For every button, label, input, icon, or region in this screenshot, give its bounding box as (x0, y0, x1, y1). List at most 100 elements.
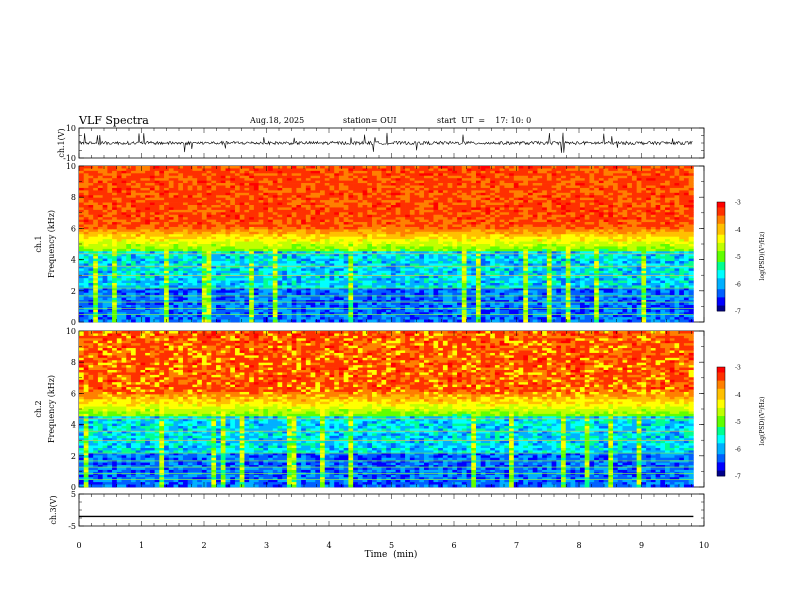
spectrogram-cell (561, 168, 567, 172)
spectrogram-cell (579, 183, 586, 186)
spectrogram-cell (390, 187, 396, 191)
spectrogram-cell (149, 175, 155, 179)
spectrogram-cell (457, 200, 463, 203)
spectrogram-cell (268, 166, 274, 169)
spectrogram-cell (561, 170, 567, 174)
spectrogram-cell (230, 173, 236, 177)
spectrogram-cell (197, 197, 203, 201)
spectrogram-cell (305, 214, 311, 218)
spectrogram-cell (669, 202, 675, 206)
spectrogram-cell (438, 212, 444, 216)
spectrogram-cell (234, 183, 241, 186)
spectrogram-cell (79, 207, 85, 211)
spectrogram-cell (268, 200, 274, 203)
spectrogram-cell (679, 244, 685, 247)
spectrogram-cell (182, 236, 189, 240)
spectrogram-cell (641, 175, 647, 179)
spectrogram-cell (613, 187, 619, 191)
spectrogram-cell (490, 214, 496, 218)
spectrogram-cell (395, 202, 401, 206)
spectrogram-cell (688, 231, 694, 235)
spectrogram-cell (102, 200, 108, 203)
spectrogram-cell (102, 244, 108, 247)
spectrogram-cell (244, 236, 250, 240)
spectrogram-cell (310, 187, 316, 191)
spectrogram-cell (343, 175, 349, 179)
spectrogram-cell (650, 175, 656, 179)
spectrogram-cell (683, 234, 689, 238)
spectrogram-cell (452, 175, 458, 179)
spectrogram-cell (665, 212, 671, 216)
spectrogram-cell (225, 248, 231, 252)
spectrogram-cell (357, 185, 363, 189)
spectrogram-cell (107, 248, 113, 252)
spectrogram-cell (490, 248, 496, 252)
spectrogram-cell (579, 202, 586, 206)
spectrogram-cell (164, 207, 170, 211)
spectrogram-cell (277, 251, 283, 255)
spectrogram-cell (102, 202, 108, 206)
spectrogram-cell (490, 239, 496, 242)
spectrogram-cell (116, 214, 122, 218)
spectrogram-cell (272, 200, 278, 203)
spectrogram-cell (83, 200, 89, 203)
spectrogram-cell (405, 212, 411, 216)
spectrogram-cell (324, 214, 330, 218)
spectrogram-cell (353, 178, 359, 181)
spectrogram-cell (168, 168, 174, 172)
spectrogram-cell (442, 229, 448, 233)
spectrogram-cell (537, 180, 543, 184)
spectrogram-cell (324, 246, 330, 250)
spectrogram-cell (598, 195, 604, 199)
spectrogram-cell (485, 214, 491, 218)
spectrogram-cell (513, 185, 519, 189)
spectrogram-cell (627, 248, 633, 252)
spectrogram-cell (442, 168, 448, 172)
spectrogram-cell (182, 226, 189, 230)
spectrogram-cell (145, 180, 151, 184)
spectrogram-cell (390, 183, 396, 186)
spectrogram-cell (192, 214, 198, 218)
spectrogram-cell (509, 178, 515, 181)
spectrogram-cell (518, 166, 524, 169)
spectrogram-cell (277, 190, 283, 194)
spectrogram-cell (130, 236, 137, 240)
spectrogram-cell (561, 217, 567, 220)
spectrogram-cell (187, 200, 193, 203)
spectrogram-cell (258, 222, 264, 225)
spectrogram-cell (178, 224, 184, 228)
spectrogram-cell (253, 251, 259, 255)
spectrogram-cell (83, 244, 89, 247)
spectrogram-cell (315, 256, 321, 259)
spectrogram-cell (201, 209, 207, 213)
spectrogram-cell (400, 187, 406, 191)
spectrogram-cell (499, 253, 505, 257)
spectrogram-cell (646, 166, 652, 169)
spectrogram-cell (130, 197, 137, 201)
spectrogram-cell (187, 217, 193, 220)
spectrogram-cell (447, 183, 453, 186)
spectrogram-cell (405, 185, 411, 189)
spectrogram-cell (173, 251, 179, 255)
spectrogram-cell (291, 185, 297, 189)
spectrogram-cell (305, 166, 311, 169)
spectrogram-cell (523, 231, 529, 235)
spectrogram-cell (442, 234, 448, 238)
spectrogram-cell (372, 251, 378, 255)
spectrogram-cell (655, 222, 661, 225)
spectrogram-cell (126, 239, 132, 242)
spectrogram-cell (485, 226, 491, 230)
spectrogram-cell (282, 205, 288, 208)
spectrogram-cell (216, 241, 222, 245)
spectrogram-cell (291, 175, 297, 179)
spectrogram-cell (154, 187, 160, 191)
spectrogram-cell (660, 200, 666, 203)
spectrogram-cell (669, 175, 675, 179)
spectrogram-cell (433, 217, 439, 220)
spectrogram-cell (220, 258, 226, 262)
spectrogram-cell (286, 256, 293, 259)
spectrogram-cell (126, 192, 132, 196)
spectrogram-cell (527, 226, 534, 230)
spectrogram-cell (79, 229, 85, 233)
spectrogram-cell (608, 185, 614, 189)
